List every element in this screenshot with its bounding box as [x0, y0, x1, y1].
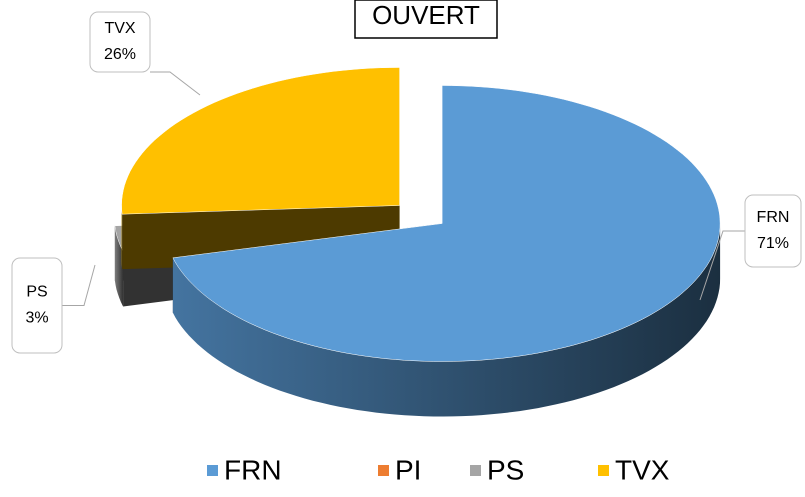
data-label-category: PS: [26, 284, 47, 301]
slice-side: [114, 225, 124, 307]
label-box: [89, 11, 151, 73]
data-label: 26%: [104, 46, 136, 63]
legend-label: PS: [487, 454, 524, 485]
label-box: [11, 257, 63, 354]
label-box: [744, 194, 802, 268]
slice: [172, 85, 721, 417]
leader-line: [699, 230, 745, 301]
data-label-category: FRN: [757, 209, 790, 226]
legend-marker: [470, 465, 481, 476]
legend-marker: [378, 465, 389, 476]
leader-line: [62, 264, 96, 306]
data-label-category: TVX: [104, 20, 135, 37]
slice-side: [121, 205, 123, 270]
legend-label: PI: [395, 454, 421, 485]
legend-marker: [598, 465, 609, 476]
legend-marker: [207, 465, 218, 476]
legend-label: FRN: [224, 454, 282, 485]
legend-label: TVX: [615, 454, 670, 485]
data-label: 3%: [25, 310, 48, 327]
pie-slice: [172, 85, 721, 362]
title-box: [354, 0, 498, 39]
data-label: 71%: [757, 235, 789, 252]
pie-slice: [121, 67, 400, 215]
chart-title: OUVERT: [372, 0, 480, 30]
slice-side: [172, 223, 721, 417]
leader-line: [150, 71, 201, 96]
